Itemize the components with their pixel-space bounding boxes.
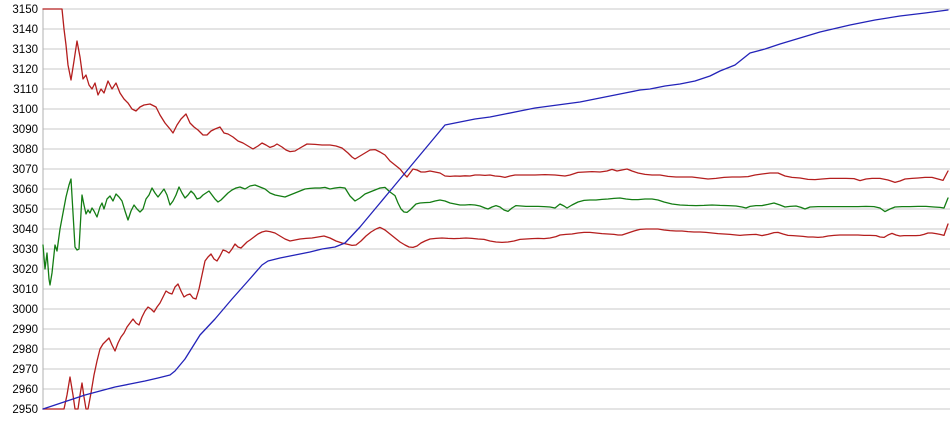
y-tick-label-2970: 2970 [12, 364, 38, 376]
y-tick-label-2950: 2950 [12, 404, 38, 416]
y-tick-label-3010: 3010 [12, 284, 38, 296]
y-tick-label-3110: 3110 [13, 84, 38, 96]
y-tick-label-3080: 3080 [12, 144, 38, 156]
y-tick-label-3020: 3020 [12, 264, 38, 276]
y-tick-label-3050: 3050 [12, 204, 38, 216]
y-tick-label-3040: 3040 [12, 224, 38, 236]
y-tick-label-3120: 3120 [12, 64, 38, 76]
y-tick-label-2960: 2960 [12, 384, 38, 396]
y-tick-label-3140: 3140 [12, 24, 38, 36]
y-tick-label-3060: 3060 [12, 184, 38, 196]
gridlines [43, 8, 950, 410]
series-green-mid-line [42, 178, 949, 286]
series-lines [42, 8, 949, 410]
y-tick-label-3130: 3130 [12, 44, 38, 56]
y-axis-labels: 3150 3140 3130 3120 3110 3100 3090 3080 3070 3060… [12, 4, 38, 416]
y-tick-label-3090: 3090 [12, 124, 38, 136]
y-tick-label-3030: 3030 [12, 244, 38, 256]
series-blue-cumulative-line [42, 9, 949, 410]
y-tick-label-3070: 3070 [12, 164, 38, 176]
y-tick-label-2980: 2980 [12, 344, 38, 356]
y-tick-label-3100: 3100 [12, 104, 38, 116]
y-tick-label-3000: 3000 [12, 304, 38, 316]
y-tick-label-2990: 2990 [12, 324, 38, 336]
series-lower-red-bound-line [42, 223, 949, 410]
y-tick-label-3150: 3150 [12, 4, 38, 16]
series-upper-red-bound-line [42, 8, 949, 184]
